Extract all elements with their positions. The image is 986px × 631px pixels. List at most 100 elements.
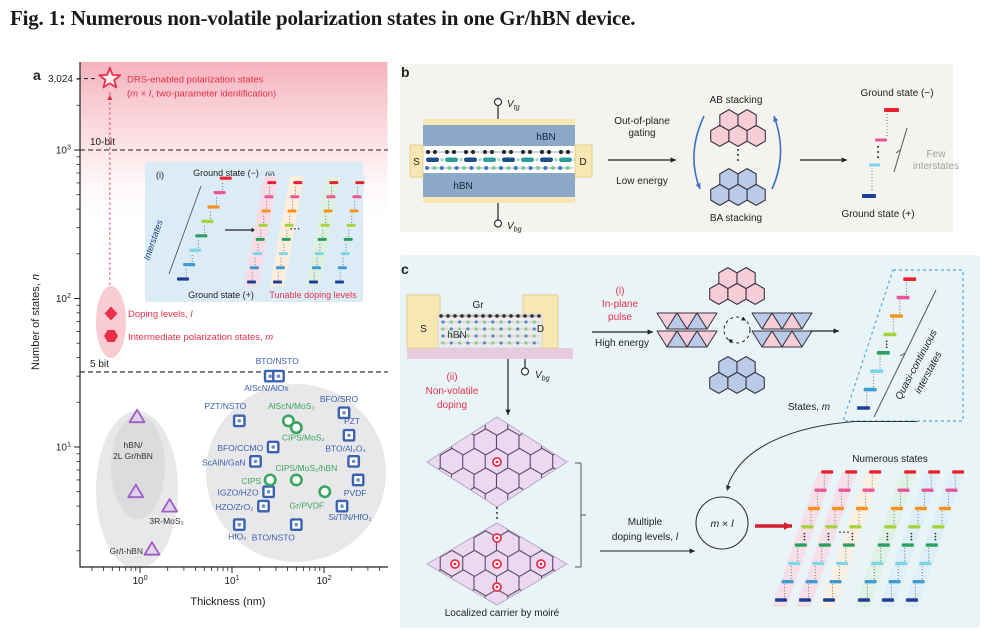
inset-ground-minus: Ground state (−): [193, 168, 259, 178]
lattice-atom: [484, 166, 489, 170]
hexagon-icon: [104, 329, 118, 343]
shape: [851, 532, 854, 535]
shape: [885, 346, 888, 349]
shape: [886, 538, 889, 541]
drain-contact: [574, 144, 593, 178]
stair-step: [823, 598, 835, 602]
carbon-atom: [467, 314, 471, 318]
stair-step: [945, 488, 958, 492]
lattice-atom: [466, 334, 470, 338]
lattice-atom: [482, 341, 487, 345]
shape: [934, 532, 937, 535]
lattice-atom: [524, 341, 528, 345]
stair-step: [908, 525, 921, 529]
stair-step: [261, 209, 271, 213]
stair-step: [343, 237, 353, 241]
lattice-atom: [441, 334, 445, 338]
stair-tint: [244, 176, 278, 286]
diamond-icon: [104, 306, 118, 321]
lattice-atom: [458, 320, 462, 324]
lattice-atom: [565, 166, 570, 170]
stair-step: [888, 580, 901, 584]
mxl-circle: [695, 496, 749, 550]
vbg-terminal: [520, 367, 530, 376]
source-label: S: [420, 324, 427, 335]
lattice-atom: [532, 334, 536, 338]
tunable-label: Tunable doping levels: [269, 290, 357, 300]
data-point-circle: [281, 414, 295, 428]
data-point-triangle: [143, 541, 161, 556]
few-label: Few: [927, 149, 947, 160]
lattice-atom: [516, 320, 520, 324]
lattice-atom: [439, 166, 444, 170]
stair-step: [781, 580, 794, 584]
lattice-atom: [462, 166, 466, 170]
point-label: PZT: [344, 416, 360, 426]
vertical-dots: [877, 146, 879, 148]
arrowhead: [841, 157, 847, 163]
stair-step: [326, 195, 336, 199]
lattice-atom: [521, 166, 526, 170]
vbg-label: Vbg: [507, 221, 522, 234]
carbon-atom: [523, 314, 527, 318]
lattice-atom: [482, 334, 487, 338]
shape: [934, 538, 937, 541]
stair-step: [267, 181, 277, 185]
star-note-2: (m × l, two-parameter identification): [127, 89, 276, 100]
hexagon: [746, 124, 766, 147]
shape: [827, 538, 830, 541]
carbon-atom: [432, 149, 438, 155]
step-i-label: (i): [616, 286, 625, 297]
carbon-atom: [565, 149, 571, 155]
shape: [342, 410, 346, 415]
carbon-atom: [425, 149, 431, 155]
carbon-atom: [558, 149, 564, 155]
stair-step: [842, 543, 855, 547]
high-energy-label: High energy: [595, 338, 649, 349]
shape: [237, 522, 242, 527]
carbon-atom: [530, 314, 534, 318]
carbon-atom: [481, 314, 485, 318]
stacking-triangle: [781, 330, 803, 348]
stair-step: [857, 406, 870, 410]
stair-step: [932, 525, 945, 529]
few-bracket: [893, 127, 908, 173]
lattice-atom: [558, 166, 563, 170]
hexagon: [728, 124, 748, 147]
stair-step: [352, 195, 362, 199]
stair-step: [177, 277, 189, 281]
hbn-bottom-label: hBN: [453, 181, 472, 192]
stair-step: [281, 237, 291, 241]
carbon-atom: [453, 314, 457, 318]
shape: [340, 504, 344, 508]
vertical-dots: [496, 517, 498, 519]
lattice-atom: [499, 341, 503, 345]
arrowhead: [251, 227, 256, 233]
lattice-atom: [466, 341, 470, 345]
shape: [426, 522, 568, 606]
group-note: 2L Gr/hBN: [113, 451, 153, 461]
shape: [495, 562, 499, 566]
stair-step: [903, 277, 917, 281]
stair-step: [925, 543, 938, 547]
hexagon: [728, 183, 748, 206]
lattice-atom: [425, 166, 429, 170]
stacking-triangle: [781, 312, 803, 330]
lattice-atom: [499, 334, 503, 338]
gating-label: gating: [628, 128, 655, 139]
stair-step: [896, 295, 910, 300]
step-i-label: In-plane: [602, 299, 639, 310]
stair-step: [891, 506, 903, 511]
shape: [495, 585, 499, 589]
point-label: BTO/NSTO: [256, 356, 300, 366]
stacking-triangle: [686, 330, 708, 348]
vertical-dots: [737, 159, 739, 161]
data-point-triangle: [127, 483, 145, 499]
stair-step: [869, 163, 880, 167]
stair-step: [287, 209, 297, 213]
shape: [803, 535, 806, 538]
data-point-circle: [289, 473, 303, 487]
vertical-dots: [737, 149, 739, 151]
stair-step: [825, 525, 838, 529]
